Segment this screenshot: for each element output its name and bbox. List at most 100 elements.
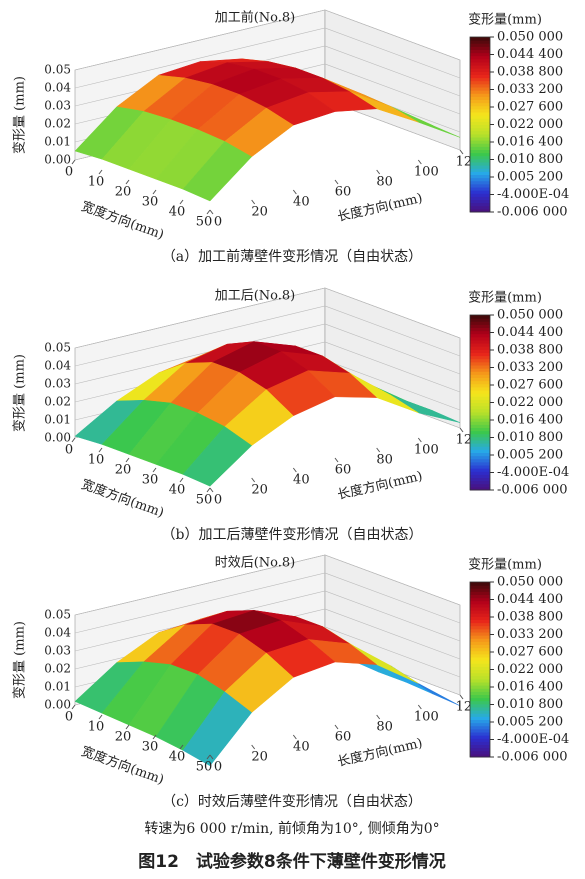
colorbar-tick-label: 0.005 200: [497, 448, 563, 463]
z-tick-label: 0.04: [44, 81, 71, 95]
colorbar-segment: [470, 121, 490, 125]
y-tick: [179, 477, 184, 483]
colorbar-segment: [470, 118, 490, 122]
colorbar-tick-label: 0.010 800: [497, 430, 563, 445]
x-tick: [292, 734, 297, 740]
side-wall: [324, 287, 461, 429]
colorbar-tick-label: 0.038 800: [497, 343, 563, 358]
colorbar-tick-label: 0.044 400: [497, 47, 563, 62]
colorbar-segment: [470, 477, 490, 482]
colorbar-segment: [470, 40, 490, 44]
colorbar-segment: [470, 722, 490, 727]
colorbar-segment: [470, 436, 490, 441]
surface-cell: [182, 426, 253, 487]
colorbar-segment: [470, 408, 490, 413]
y-tick: [98, 447, 103, 453]
colorbar-segment: [470, 443, 490, 447]
colorbar-segment: [470, 102, 490, 107]
surface-cell: [182, 141, 253, 202]
colorbar-segment: [470, 112, 490, 116]
colorbar-segment: [470, 483, 490, 488]
colorbar-tick-label: 0.010 800: [497, 152, 563, 167]
colorbar-segment: [470, 616, 490, 620]
grid-line: [74, 9, 461, 71]
colorbar-segment: [470, 318, 490, 322]
colorbar-tick-label: 0.027 600: [497, 100, 563, 115]
colorbar-segment: [470, 155, 490, 160]
y-tick-label: 10: [88, 175, 105, 190]
colorbar-segment: [470, 610, 490, 614]
y-tick: [71, 159, 76, 165]
colorbar-segment: [470, 707, 490, 711]
colorbar-segment: [470, 427, 490, 432]
colorbar-segment: [470, 600, 490, 605]
grid-line: [74, 27, 461, 89]
colorbar-segment: [470, 190, 490, 194]
y-tick: [125, 457, 130, 463]
colorbar-segment: [470, 62, 490, 66]
x-tick: [209, 209, 214, 215]
colorbar-tick-label: -0.006 000: [497, 483, 568, 498]
colorbar-tick-label: 0.022 000: [497, 395, 563, 410]
colorbar-segment: [470, 49, 490, 54]
colorbar-tick-label: 0.027 600: [497, 645, 563, 660]
colorbar-segment: [470, 446, 490, 450]
colorbar-segment: [470, 65, 490, 69]
colorbar-tick-label: 0.044 400: [497, 325, 563, 340]
z-tick-label: 0.02: [44, 662, 71, 676]
colorbar-segment: [470, 713, 490, 717]
y-tick-label: 30: [142, 473, 159, 488]
colorbar-segment: [470, 694, 490, 699]
z-tick-label: 0.03: [44, 377, 71, 391]
y-tick: [125, 724, 130, 730]
colorbar-segment: [470, 594, 490, 599]
colorbar-tick-label: -0.006 000: [497, 750, 568, 765]
colorbar-segment: [470, 486, 490, 491]
colorbar-segment: [470, 471, 490, 475]
colorbar-tick-label: -4.000E-04: [497, 465, 569, 480]
z-tick-label: 0.01: [44, 413, 71, 427]
colorbar-segment: [470, 368, 490, 372]
y-tick: [71, 437, 76, 443]
x-tick: [417, 437, 422, 443]
colorbar-segment: [470, 371, 490, 375]
z-axis-label: 变形量 (mm): [12, 621, 28, 699]
colorbar-segment: [470, 390, 490, 394]
z-tick-label: 0.00: [44, 153, 71, 167]
x-tick: [209, 487, 214, 493]
colorbar-tick-label: 0.005 200: [497, 170, 563, 185]
colorbar-tick-label: 0.050 000: [497, 575, 563, 590]
colorbar-segment: [470, 452, 490, 457]
y-tick: [98, 714, 103, 720]
colorbar-segment: [470, 635, 490, 639]
colorbar-segment: [470, 607, 490, 611]
colorbar-segment: [470, 140, 490, 144]
colorbar-segment: [470, 146, 490, 150]
colorbar-segment: [470, 205, 490, 210]
z-tick-label: 0.00: [44, 431, 71, 445]
z-tick-label: 0.05: [44, 341, 71, 355]
colorbar-segment: [470, 735, 490, 739]
colorbar-segment: [470, 660, 490, 664]
y-tick-label: 50: [196, 215, 213, 230]
x-tick-label: 40: [293, 195, 310, 210]
colorbar-tick-label: 0.033 200: [497, 627, 563, 642]
colorbar-segment: [470, 43, 490, 47]
colorbar-tick-label: 0.016 400: [497, 680, 563, 695]
x-tick-label: 100: [414, 443, 439, 458]
y-tick-label: 0: [65, 443, 73, 458]
colorbar-segment: [470, 196, 490, 200]
x-tick: [251, 477, 256, 483]
y-tick: [179, 199, 184, 205]
colorbar-tick-label: 0.044 400: [497, 592, 563, 607]
y-tick: [152, 734, 157, 740]
z-tick-label: 0.05: [44, 63, 71, 77]
colorbar-segment: [470, 644, 490, 649]
grid-line: [74, 287, 461, 349]
colorbar-segment: [470, 202, 490, 207]
colorbar-segment: [470, 691, 490, 695]
colorbar-segment: [470, 411, 490, 416]
colorbar-tick-label: 0.016 400: [497, 135, 563, 150]
chart-title: 加工后(No.8): [215, 289, 296, 304]
colorbar-tick-label: 0.050 000: [497, 308, 563, 323]
